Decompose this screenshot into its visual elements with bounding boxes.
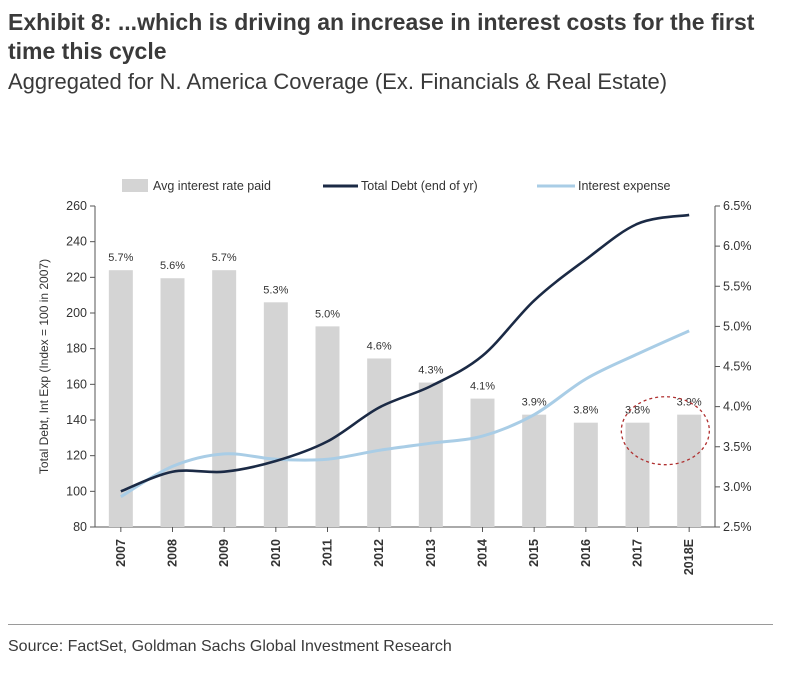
legend-label: Total Debt (end of yr): [361, 179, 478, 193]
x-tick-label: 2009: [217, 539, 231, 567]
source-note: Source: FactSet, Goldman Sachs Global In…: [8, 638, 452, 655]
x-tick-label: 2017: [631, 539, 645, 567]
bar-data-label: 5.7%: [212, 252, 237, 264]
right-tick-label: 3.5%: [723, 440, 752, 454]
highlight-ellipse: [620, 396, 710, 466]
bar-data-label: 4.1%: [470, 381, 495, 393]
x-tick-label: 2013: [424, 539, 438, 567]
legend-label: Interest expense: [578, 179, 670, 193]
chart-area: Avg interest rate paid Total Debt (end of…: [37, 179, 752, 575]
interest-expense-line: [120, 329, 690, 498]
left-tick-label: 260: [66, 199, 87, 213]
line-series: [120, 213, 690, 498]
bar-data-label: 5.0%: [315, 308, 340, 320]
bar: [625, 422, 650, 527]
total-debt-line: [120, 213, 690, 493]
bar: [418, 382, 443, 527]
x-tick-label: 2015: [527, 539, 541, 567]
right-tick-label: 6.5%: [723, 199, 752, 213]
left-tick-label: 140: [66, 413, 87, 427]
bar-data-label: 3.8%: [573, 405, 598, 417]
chart-title: Exhibit 8: ...which is driving an increa…: [8, 9, 755, 64]
footer-divider: [8, 624, 773, 625]
bar: [315, 326, 340, 527]
x-tick-label: 2010: [269, 539, 283, 567]
bar: [522, 414, 547, 527]
bar-data-label: 3.8%: [625, 405, 650, 417]
bar: [160, 278, 185, 527]
annotation: [620, 396, 710, 466]
right-tick-label: 2.5%: [723, 520, 752, 534]
bar-data-label: 3.9%: [522, 397, 547, 409]
bar-data-label: 5.6%: [160, 260, 185, 272]
x-tick-label: 2012: [372, 539, 386, 567]
right-tick-label: 5.0%: [723, 319, 752, 333]
bar-labels: 5.7% 5.6% 5.7% 5.3% 5.0% 4.6% 4.3% 4.1% 3.9% 3.8%…: [108, 252, 702, 416]
legend-label: Avg interest rate paid: [153, 179, 271, 193]
left-axis-title: Total Debt, Int Exp (Index = 100 in 2007…: [37, 259, 51, 474]
x-tick-label: 2011: [321, 539, 335, 566]
bar: [212, 270, 237, 527]
bar-data-label: 4.6%: [367, 340, 392, 352]
x-tick-label: 2018E: [682, 539, 696, 575]
x-tick-label: 2014: [476, 539, 490, 567]
legend: Avg interest rate paid Total Debt (end of…: [122, 179, 670, 193]
bar: [573, 422, 598, 527]
left-tick-label: 100: [66, 484, 87, 498]
right-tick-label: 6.0%: [723, 239, 752, 253]
bar-data-label: 5.7%: [108, 252, 133, 264]
bar: [470, 398, 495, 527]
left-tick-label: 160: [66, 377, 87, 391]
left-tick-label: 220: [66, 270, 87, 284]
right-tick-label: 5.5%: [723, 279, 752, 293]
left-tick-label: 120: [66, 449, 87, 463]
legend-swatch-bar: [122, 179, 148, 192]
left-tick-label: 80: [73, 520, 87, 534]
bar-data-label: 5.3%: [263, 284, 288, 296]
bar: [367, 358, 392, 527]
bar-data-label: 4.3%: [418, 365, 443, 377]
bar: [677, 414, 702, 527]
chart-subtitle: Aggregated for N. America Coverage (Ex. …: [8, 69, 668, 94]
left-tick-label: 240: [66, 235, 87, 249]
bar: [263, 302, 288, 527]
x-tick-label: 2008: [166, 539, 180, 567]
x-tick-label: 2016: [579, 539, 593, 567]
left-tick-label: 180: [66, 342, 87, 356]
bar-series: [108, 270, 702, 527]
right-tick-label: 3.0%: [723, 480, 752, 494]
x-tick-label: 2007: [114, 539, 128, 567]
right-tick-label: 4.0%: [723, 400, 752, 414]
bar: [108, 270, 133, 527]
right-tick-label: 4.5%: [723, 360, 752, 374]
axes: 80 100 120 140 160 180 200 220 240 260 2.5% 3.0% 3.5…: [37, 199, 752, 575]
left-tick-label: 200: [66, 306, 87, 320]
